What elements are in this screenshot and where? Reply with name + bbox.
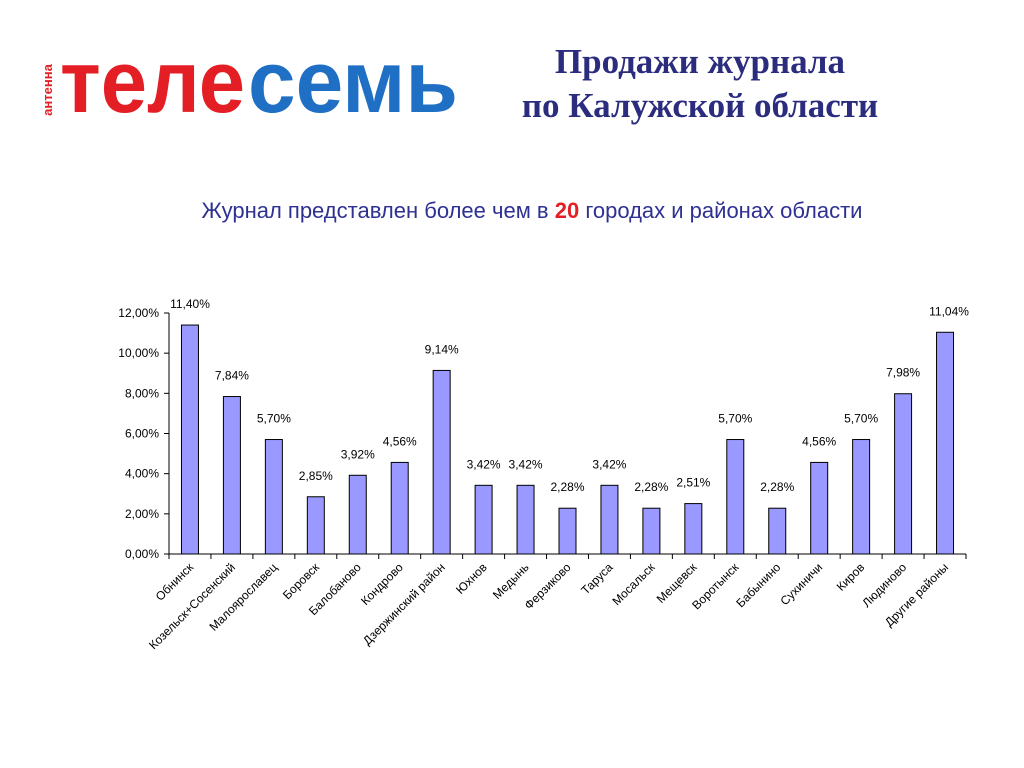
- telesem-logo: антенна теле семь: [40, 32, 458, 120]
- bar-data-label: 2,28%: [634, 480, 668, 494]
- bar: [894, 393, 913, 555]
- logo-sem-text: семь: [248, 32, 458, 120]
- subtitle-number: 20: [554, 198, 580, 223]
- page-title: Продажи журнала по Калужской области: [460, 40, 940, 128]
- bar-data-label: 7,84%: [215, 369, 249, 383]
- bar: [810, 461, 829, 555]
- bar: [180, 324, 199, 555]
- bar: [306, 496, 325, 555]
- bar: [684, 503, 703, 555]
- category-label: Таруса: [578, 560, 615, 597]
- y-tick-label: 6,00%: [125, 427, 159, 441]
- bar-data-label: 7,98%: [886, 366, 920, 380]
- bar: [474, 484, 493, 555]
- category-label: Дзержинский район: [360, 560, 448, 648]
- bar-data-label: 2,28%: [550, 480, 584, 494]
- bar-data-label: 11,04%: [929, 304, 969, 318]
- bar: [726, 439, 745, 555]
- bar-data-label: 4,56%: [802, 434, 836, 448]
- bar-data-label: 2,85%: [299, 469, 333, 483]
- y-tick-label: 10,00%: [118, 346, 159, 360]
- bar-data-label: 9,14%: [425, 342, 459, 356]
- y-tick-label: 4,00%: [125, 467, 159, 481]
- bar-data-label: 2,28%: [760, 480, 794, 494]
- y-tick-label: 12,00%: [118, 306, 159, 320]
- bar: [768, 507, 787, 555]
- bar: [642, 507, 661, 555]
- category-label: Бабынино: [733, 560, 783, 610]
- bar-data-label: 3,42%: [509, 457, 543, 471]
- logo-tele-text: теле: [60, 32, 245, 120]
- category-label: Ферзиково: [522, 560, 574, 612]
- bar-data-label: 11,40%: [170, 297, 210, 311]
- category-label: Юхнов: [453, 560, 490, 597]
- category-label: Боровск: [280, 560, 323, 603]
- bar: [852, 439, 871, 555]
- category-label: Мосальск: [609, 560, 658, 609]
- bar-data-label: 3,92%: [341, 447, 375, 461]
- bar: [516, 484, 535, 555]
- bar: [936, 331, 955, 555]
- category-label: Воротынск: [689, 560, 742, 613]
- bar: [558, 507, 577, 555]
- logo-antenna-text: антенна: [40, 63, 55, 115]
- category-label: Сухиничи: [777, 560, 825, 608]
- category-label: Киров: [834, 560, 868, 594]
- bar-data-label: 3,42%: [467, 457, 501, 471]
- bar-data-label: 3,42%: [592, 457, 626, 471]
- bar-data-label: 5,70%: [257, 412, 291, 426]
- subtitle-before: Журнал представлен более чем в: [201, 198, 555, 223]
- bar-data-label: 5,70%: [718, 412, 752, 426]
- bar: [390, 461, 409, 555]
- bar: [348, 474, 367, 555]
- y-tick-label: 0,00%: [125, 547, 159, 561]
- bar: [222, 396, 241, 555]
- bar-data-label: 2,51%: [676, 476, 710, 490]
- page-title-line2: по Калужской области: [521, 86, 879, 125]
- subtitle-after: городах и районах области: [579, 198, 863, 223]
- bar: [432, 369, 451, 555]
- subtitle: Журнал представлен более чем в 20 города…: [0, 198, 1024, 224]
- y-tick-label: 2,00%: [125, 507, 159, 521]
- y-tick-label: 8,00%: [125, 386, 159, 400]
- bar: [600, 484, 619, 555]
- bar-data-label: 5,70%: [844, 412, 878, 426]
- bar: [264, 439, 283, 555]
- bar-data-label: 4,56%: [383, 434, 417, 448]
- category-label: Медынь: [490, 560, 532, 602]
- page-title-line1: Продажи журнала: [554, 42, 846, 81]
